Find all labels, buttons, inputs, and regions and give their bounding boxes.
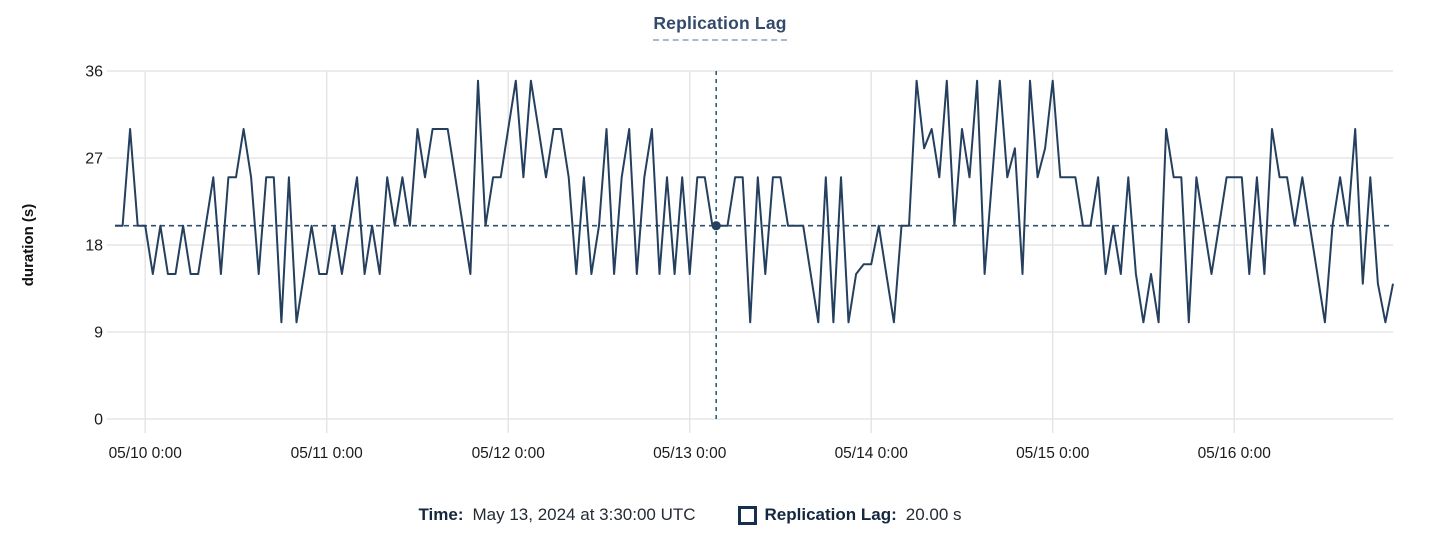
x-tick-label: 05/10 0:00	[109, 445, 183, 462]
chart-title[interactable]: Replication Lag	[653, 13, 787, 41]
y-tick-label: 27	[85, 151, 103, 168]
y-axis-title: duration (s)	[20, 204, 37, 287]
x-tick-label: 05/13 0:00	[653, 445, 727, 462]
tooltip-series-label: Replication Lag:	[764, 505, 897, 524]
grid-lines	[107, 70, 1393, 433]
y-tick-label: 36	[85, 64, 103, 81]
x-tick-label: 05/16 0:00	[1198, 445, 1272, 462]
tooltip-series-value: 20.00 s	[905, 505, 962, 524]
y-tick-label: 0	[94, 412, 103, 429]
legend-series-item[interactable]: Replication Lag: 20.00 s	[737, 505, 962, 525]
chart-header: Replication Lag	[0, 13, 1440, 41]
x-tick-label: 05/14 0:00	[835, 445, 909, 462]
tooltip-time-label: Time:	[418, 505, 464, 524]
x-tick-label: 05/12 0:00	[472, 445, 546, 462]
y-tick-label: 18	[85, 238, 103, 255]
crosshair-dot	[711, 221, 721, 231]
x-axis-labels: 05/10 0:00 05/11 0:00 05/12 0:00 05/13 0:00…	[109, 445, 1272, 462]
x-tick-label: 05/11 0:00	[291, 445, 363, 462]
x-tick-label: 05/15 0:00	[1016, 445, 1090, 462]
series-line[interactable]	[115, 79, 1394, 324]
tooltip-legend: Time: May 13, 2024 at 3:30:00 UTC Replic…	[0, 505, 1410, 525]
tooltip-time-value: May 13, 2024 at 3:30:00 UTC	[472, 505, 696, 524]
series-swatch-icon	[737, 505, 757, 525]
y-axis-labels: 0 9 18 27 36	[85, 64, 103, 429]
y-tick-label: 9	[94, 325, 103, 342]
